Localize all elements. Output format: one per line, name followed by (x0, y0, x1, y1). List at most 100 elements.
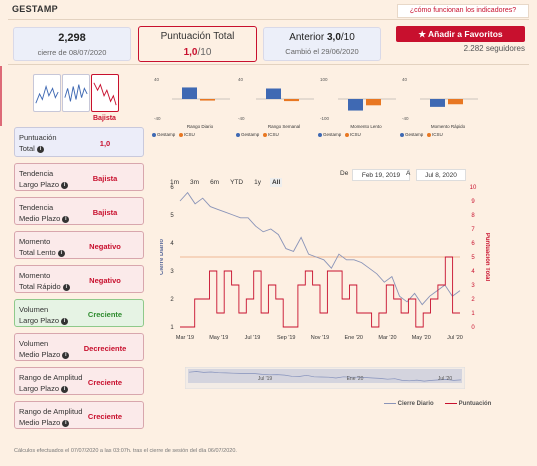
info-icon[interactable]: i (61, 317, 69, 325)
y-left-tick: 4 (170, 241, 174, 247)
indicator-value: Decreciente (83, 344, 127, 353)
indicator-value: Negativo (89, 242, 121, 251)
indicator-card[interactable]: Rango de Amplitud Largo Plazo i Creciente (14, 367, 144, 395)
gestamp-bar (266, 88, 281, 99)
x-tick: Jul '19 (245, 335, 261, 341)
thumbnail-uptrend[interactable] (33, 74, 61, 112)
mini-chart-title: Momento Lento (350, 124, 382, 129)
indicator-label: Momento Total Rápido i (19, 270, 70, 292)
indicator-card[interactable]: Rango de Amplitud Medio Plazo i Creciente (14, 401, 144, 429)
indicator-value: Creciente (87, 412, 123, 421)
range-button-ytd[interactable]: YTD (230, 179, 244, 186)
range-button-all[interactable]: All (269, 178, 283, 187)
price-score-chart[interactable]: 1 2 3 4 5 6 0 1 2 3 4 5 6 7 8 9 10 Cierre Diario Puntuació… (159, 182, 490, 357)
to-date-input[interactable]: Jul 8, 2020 (416, 169, 466, 181)
chart-navigator[interactable]: Jul '19 Ene '20 Jul '20 (184, 366, 466, 390)
x-tick: Nov '19 (311, 335, 329, 341)
followers-count: 2.282 seguidores (463, 44, 525, 53)
total-score-card: Puntuación Total 1,0/10 (138, 26, 257, 62)
to-label: A (406, 170, 411, 177)
indicator-card[interactable]: Tendencia Medio Plazo i Bajista (14, 197, 144, 225)
indicator-card[interactable]: Volumen Largo Plazo i Creciente (14, 299, 144, 327)
x-tick: Mar '19 (176, 335, 194, 341)
total-score-label: Puntuación Total (160, 31, 235, 42)
y-right-tick: 3 (471, 283, 475, 289)
thumbnail-sideways[interactable] (62, 74, 90, 112)
indicator-card[interactable]: Momento Total Lento i Negativo (14, 231, 144, 259)
indicator-value: Bajista (92, 174, 118, 183)
indicator-label: Tendencia Medio Plazo i (19, 202, 70, 224)
indicator-label: Tendencia Largo Plazo i (19, 168, 69, 190)
y-right-tick: 8 (471, 213, 475, 219)
mini-chart-title: Rango Semanal (268, 124, 300, 129)
x-tick: Ene '20 (345, 335, 363, 341)
side-accent (0, 66, 2, 126)
navigator-label: Ene '20 (347, 376, 364, 382)
indicator-label: Volumen Largo Plazo i (19, 304, 69, 326)
mini-bottom-tick: -40 (238, 116, 245, 121)
indicator-value: 1,0 (99, 139, 111, 148)
mini-legend: Gestamp ICSU (400, 132, 480, 137)
info-icon[interactable]: i (61, 385, 69, 393)
mini-chart-title: Rango Diario (187, 124, 214, 129)
x-tick: May '19 (209, 335, 228, 341)
info-icon[interactable]: i (36, 145, 44, 153)
y-right-tick: 0 (471, 325, 475, 331)
close-series-line (179, 191, 461, 306)
indicator-card[interactable]: Volumen Medio Plazo i Decreciente (14, 333, 144, 361)
trend-thumbnails (33, 74, 120, 112)
indicator-card[interactable]: Momento Total Rápido i Negativo (14, 265, 144, 293)
mini-chart-title: Momento Rápido (431, 124, 466, 129)
trend-label: Bajista (93, 115, 116, 122)
indicator-label: Rango de Amplitud Largo Plazo i (19, 373, 83, 393)
legend-score[interactable]: Puntuación (445, 401, 491, 407)
navigator-line (188, 371, 462, 382)
how-indicators-work-link[interactable]: ¿cómo funcionan los indicadores? (397, 4, 529, 18)
info-icon[interactable]: i (62, 283, 70, 291)
info-icon[interactable]: i (57, 249, 65, 257)
mini-top-tick: 40 (402, 77, 408, 82)
indicator-value: Bajista (92, 208, 118, 217)
price-card: 2,298 cierre de 08/07/2020 (13, 27, 131, 61)
y-right-tick: 2 (471, 297, 475, 303)
add-favorites-button[interactable]: ★ Añadir a Favoritos (396, 26, 525, 42)
x-tick: Jul '20 (447, 335, 463, 341)
previous-score-card: Anterior 3,0/10 Cambió el 29/06/2020 (263, 27, 381, 61)
y-right-tick: 5 (471, 255, 475, 261)
range-button-1y[interactable]: 1y (254, 179, 261, 186)
previous-score: Anterior 3,0/10 (289, 32, 355, 43)
mini-chart-3: 100 -100 Momento Lento Gestamp ICSU (318, 74, 398, 144)
y-right-tick: 7 (471, 227, 475, 233)
thumbnail-downtrend[interactable] (91, 74, 119, 112)
range-button-6m[interactable]: 6m (210, 179, 220, 186)
from-date-input[interactable]: Feb 19, 2019 (352, 169, 410, 181)
indicator-label: Volumen Medio Plazo i (19, 338, 70, 360)
indicator-label: Momento Total Lento i (19, 236, 65, 258)
info-icon[interactable]: i (62, 419, 70, 427)
indicator-value: Creciente (87, 310, 123, 319)
y-right-tick: 10 (470, 185, 477, 191)
range-button-1m[interactable]: 1m (170, 179, 180, 186)
info-icon[interactable]: i (61, 181, 69, 189)
x-tick: May '20 (412, 335, 431, 341)
icsu-bar (200, 99, 215, 101)
indicator-card[interactable]: Tendencia Largo Plazo i Bajista (14, 163, 144, 191)
legend-close[interactable]: Cierre Diario (384, 401, 434, 407)
gestamp-bar (430, 99, 445, 107)
from-label: De (340, 170, 349, 177)
info-icon[interactable]: i (62, 215, 70, 223)
navigator-label: Jul '20 (438, 376, 453, 382)
info-icon[interactable]: i (62, 351, 70, 359)
previous-score-date: Cambió el 29/06/2020 (285, 47, 359, 56)
mini-chart-4: 40 -40 Momento Rápido Gestamp ICSU (400, 74, 480, 144)
range-button-3m[interactable]: 3m (190, 179, 200, 186)
indicator-label: Puntuación Total i (19, 133, 57, 153)
y-right-tick: 9 (471, 199, 475, 205)
mini-bottom-tick: -100 (320, 116, 330, 121)
indicator-value: Negativo (89, 276, 121, 285)
y-left-tick: 2 (170, 297, 174, 303)
star-icon: ★ (418, 29, 426, 39)
icsu-bar (448, 99, 463, 105)
y-right-tick: 4 (471, 269, 475, 275)
indicator-card[interactable]: Puntuación Total i 1,0 (14, 127, 144, 157)
